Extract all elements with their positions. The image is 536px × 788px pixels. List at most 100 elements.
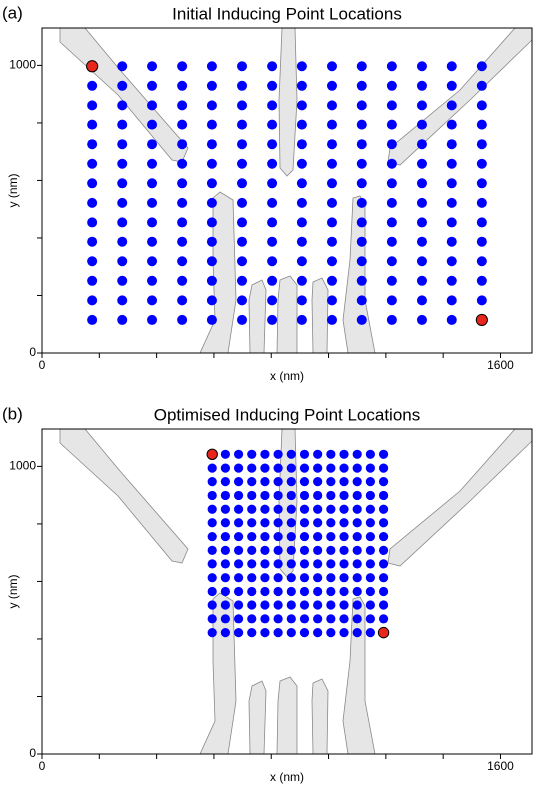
inducing-point [356,217,367,228]
inducing-point [352,518,362,528]
inducing-point [247,490,257,501]
inducing-point [365,504,375,514]
inducing-point [207,614,217,624]
inducing-point [237,295,248,306]
inducing-point [260,586,270,597]
inducing-point [296,178,307,189]
inducing-point [237,178,248,189]
inducing-point [352,559,362,569]
inducing-point [356,275,367,286]
inducing-point [378,477,389,487]
inducing-point [339,518,349,528]
inducing-point [237,236,248,247]
inducing-point [386,295,397,306]
inducing-point [206,275,217,286]
inducing-point [476,197,487,208]
inducing-point [220,531,230,542]
inducing-point [352,490,362,501]
inducing-point [237,100,248,111]
inducing-point [476,275,487,286]
inducing-point [237,314,248,325]
inducing-point [286,573,296,583]
inducing-point [299,518,310,528]
chart-title: Initial Inducing Point Locations [172,4,402,23]
inducing-point [416,139,427,150]
inducing-point [206,256,217,267]
inducing-point [267,100,278,111]
inducing-point [247,600,257,610]
inducing-point [378,573,389,583]
inducing-point [260,573,270,583]
inducing-point [286,586,296,597]
inducing-point [237,256,248,267]
inducing-point [416,256,427,267]
inducing-point [147,61,158,72]
inducing-point [177,100,188,111]
inducing-point [299,628,310,638]
inducing-point [326,449,336,459]
inducing-point [313,477,323,487]
inducing-point [267,197,278,208]
x-axis-label: x (nm) [270,369,304,383]
inducing-point [237,80,248,91]
inducing-point [326,100,337,111]
inducing-point [356,236,367,247]
inducing-point [247,449,257,459]
inducing-point [177,217,188,228]
inducing-point [326,119,337,130]
inducing-point [247,504,257,514]
plot-frame [41,27,533,354]
inducing-point [386,236,397,247]
inducing-point [247,531,257,542]
inducing-point [339,600,349,610]
inducing-point [386,61,397,72]
inducing-point [446,158,457,169]
inducing-point [260,600,270,610]
inducing-point [267,61,278,72]
inducing-point [339,586,349,597]
inducing-point [220,573,230,583]
inducing-point [147,80,158,91]
x-tick-label: 1600 [487,759,514,773]
inducing-point [446,100,457,111]
inducing-point [296,119,307,130]
inducing-point [378,614,389,624]
inducing-point [247,477,257,487]
inducing-point [446,139,457,150]
inducing-point [267,139,278,150]
inducing-point [356,314,367,325]
inducing-point [237,61,248,72]
inducing-point [476,158,487,169]
inducing-point [206,217,217,228]
inducing-point [220,614,230,624]
inducing-point [416,119,427,130]
inducing-point [326,197,337,208]
inducing-point [273,545,283,555]
inducing-point [352,463,362,473]
inducing-point [416,100,427,111]
inducing-point [356,158,367,169]
inducing-point [313,490,323,501]
inducing-point [339,449,349,459]
inducing-point [233,449,244,459]
inducing-point [416,61,427,72]
inducing-point [365,518,375,528]
inducing-point [326,545,336,555]
inducing-point [247,573,257,583]
inducing-point [365,449,375,459]
inducing-point [147,178,158,189]
inducing-point [177,178,188,189]
inducing-point [237,119,248,130]
inducing-point [313,573,323,583]
inducing-point [117,295,128,306]
inducing-point [233,490,244,501]
inducing-point [378,586,389,597]
inducing-point [352,614,362,624]
inducing-point [207,477,217,487]
inducing-point [339,628,349,638]
inducing-point [233,573,244,583]
inducing-point [247,586,257,597]
inducing-point [339,531,349,542]
inducing-point [273,559,283,569]
